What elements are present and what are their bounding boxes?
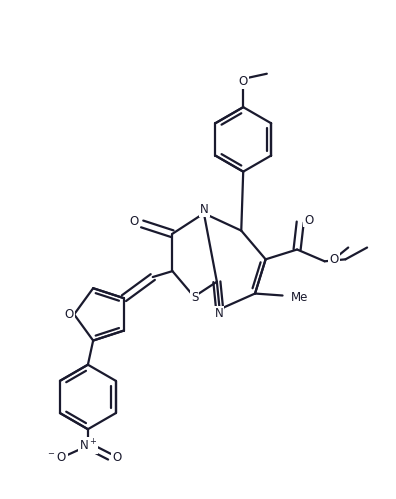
Text: N: N xyxy=(215,307,223,320)
Text: N$^+$: N$^+$ xyxy=(79,438,97,454)
Text: O: O xyxy=(239,75,248,88)
Text: O: O xyxy=(65,308,74,321)
Text: O: O xyxy=(112,451,121,464)
Text: O: O xyxy=(329,253,339,266)
Text: $^-$O: $^-$O xyxy=(46,451,67,464)
Text: O: O xyxy=(129,216,138,229)
Text: O: O xyxy=(304,214,314,227)
Text: N: N xyxy=(200,203,209,216)
Text: S: S xyxy=(191,291,198,304)
Text: Me: Me xyxy=(291,290,308,303)
